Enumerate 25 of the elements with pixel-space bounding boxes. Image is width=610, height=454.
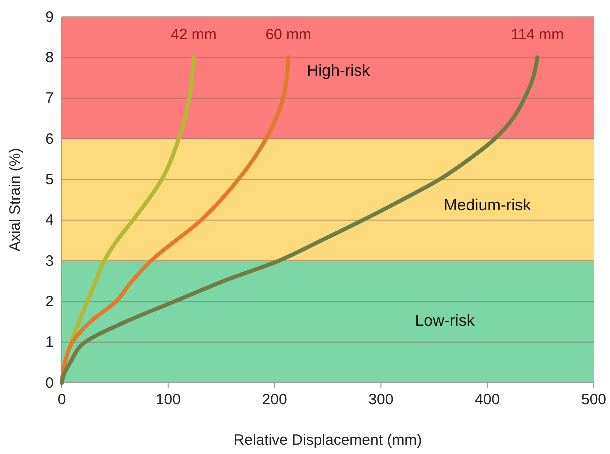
y-axis-title: Axial Strain (%) xyxy=(7,148,24,252)
y-tick-label: 6 xyxy=(46,130,54,148)
y-tick-label: 4 xyxy=(46,212,54,230)
series-label: 60 mm xyxy=(266,26,312,44)
y-tick-label: 1 xyxy=(46,334,54,352)
y-tick-label: 7 xyxy=(46,90,54,108)
x-tick-label: 300 xyxy=(368,392,394,408)
x-axis-title: Relative Displacement (mm) xyxy=(234,432,422,449)
x-tick-label: 500 xyxy=(581,392,607,408)
band-label: High-risk xyxy=(307,63,372,80)
line-series xyxy=(60,56,540,385)
band-label: Medium-risk xyxy=(444,197,532,214)
y-tick-label: 0 xyxy=(46,374,54,392)
x-tick-label: 0 xyxy=(58,392,66,408)
x-tick-label: 200 xyxy=(262,392,288,408)
series-label: 114 mm xyxy=(511,26,564,44)
y-tick-label: 9 xyxy=(46,8,54,26)
y-tick-label: 5 xyxy=(46,171,54,188)
series-label: 42 mm xyxy=(171,26,217,44)
x-tick-label: 400 xyxy=(475,392,500,408)
y-tick-label: 8 xyxy=(46,49,54,66)
y-tick-label: 3 xyxy=(46,252,54,270)
x-tick-label: 100 xyxy=(156,392,181,408)
band-label: Low-risk xyxy=(415,313,476,330)
y-tick-label: 2 xyxy=(46,293,54,310)
